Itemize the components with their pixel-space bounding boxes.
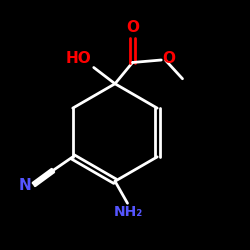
Text: O: O <box>126 20 139 34</box>
Text: HO: HO <box>66 51 92 66</box>
Text: N: N <box>18 178 31 193</box>
Text: NH₂: NH₂ <box>114 204 144 218</box>
Text: O: O <box>162 51 175 66</box>
